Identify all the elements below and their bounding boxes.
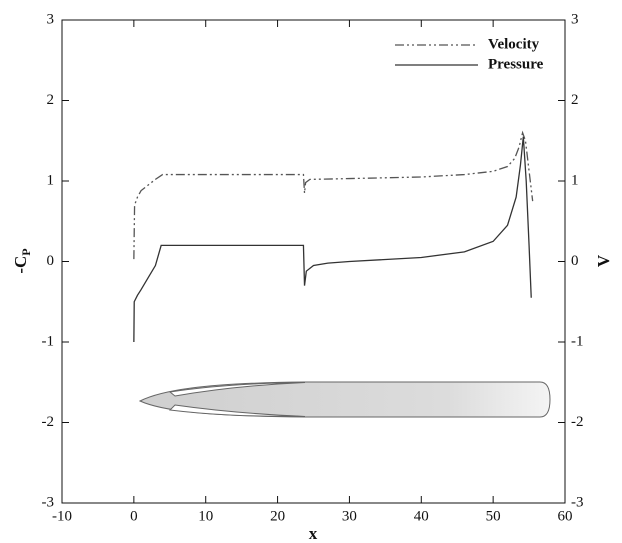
y-tick-label: -2 <box>42 414 55 430</box>
y-tick-label: 1 <box>47 172 55 188</box>
y-tick-label: -1 <box>42 333 55 349</box>
legend-label: Pressure <box>488 56 544 72</box>
x-tick-label: 30 <box>342 508 357 524</box>
y2-tick-label: 3 <box>571 11 579 27</box>
y-axis-label-sub: P <box>19 248 33 255</box>
series-line <box>133 130 534 260</box>
missile-body <box>138 381 551 418</box>
series-line <box>133 136 532 343</box>
x-tick-label: -10 <box>52 508 72 524</box>
legend-label: Velocity <box>488 36 540 52</box>
y-axis-label-main: -C <box>11 256 30 274</box>
y-axis-label: -CP <box>11 248 33 273</box>
inlet-upper <box>168 382 306 397</box>
y2-tick-label: 1 <box>571 172 579 188</box>
y-tick-label: -3 <box>42 494 55 510</box>
y2-tick-label: -1 <box>571 333 584 349</box>
x-tick-label: 40 <box>414 508 429 524</box>
y-tick-label: 2 <box>47 92 55 108</box>
x-tick-label: 20 <box>270 508 285 524</box>
y2-tick-label: -3 <box>571 494 584 510</box>
plot-frame <box>61 19 566 504</box>
y2-axis-label: V <box>594 254 613 267</box>
y2-tick-label: 0 <box>571 253 579 269</box>
y-tick-label: 3 <box>47 11 55 27</box>
x-tick-label: 60 <box>558 508 573 524</box>
y2-tick-label: -2 <box>571 414 584 430</box>
x-tick-label: 10 <box>198 508 213 524</box>
x-axis-label: x <box>309 524 318 543</box>
x-tick-label: 0 <box>130 508 138 524</box>
y-tick-label: 0 <box>47 253 55 269</box>
inlet-lower <box>168 404 306 417</box>
x-tick-label: 50 <box>486 508 501 524</box>
y2-tick-label: 2 <box>571 92 579 108</box>
